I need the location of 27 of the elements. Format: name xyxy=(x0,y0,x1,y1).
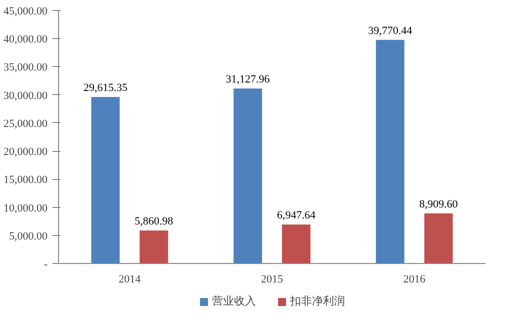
y-tick-label: 40,000.00 xyxy=(4,34,48,46)
x-tick-label: 2015 xyxy=(261,274,284,286)
bar xyxy=(234,88,262,264)
data-label: 31,127.96 xyxy=(226,73,270,86)
bar xyxy=(282,224,310,264)
y-tick-label: 10,000.00 xyxy=(4,202,48,214)
x-tick-label: 2016 xyxy=(403,274,426,286)
y-tick-label: 5,000.00 xyxy=(9,230,48,242)
bar xyxy=(91,96,120,264)
bar xyxy=(140,230,168,264)
y-tick-label: 30,000.00 xyxy=(4,90,48,102)
legend-label: 扣非净利润 xyxy=(290,294,345,308)
y-tick-label: 20,000.00 xyxy=(4,146,48,158)
data-label: 6,947.64 xyxy=(276,209,316,222)
y-tick-label: 25,000.00 xyxy=(4,118,48,130)
data-label: 8,909.60 xyxy=(419,198,458,210)
y-tick-label: - xyxy=(44,258,48,270)
y-tick-label: 15,000.00 xyxy=(4,174,48,186)
y-tick-label: 35,000.00 xyxy=(4,62,48,74)
y-tick-label: 45,000.00 xyxy=(4,6,48,18)
bar xyxy=(424,213,453,264)
data-label: 39,770.44 xyxy=(368,24,413,37)
data-label: 5,860.98 xyxy=(134,216,174,228)
data-label: 29,615.35 xyxy=(83,82,128,94)
x-tick-label: 2014 xyxy=(118,274,142,286)
bar xyxy=(376,40,404,264)
legend-label: 营业收入 xyxy=(212,294,256,308)
